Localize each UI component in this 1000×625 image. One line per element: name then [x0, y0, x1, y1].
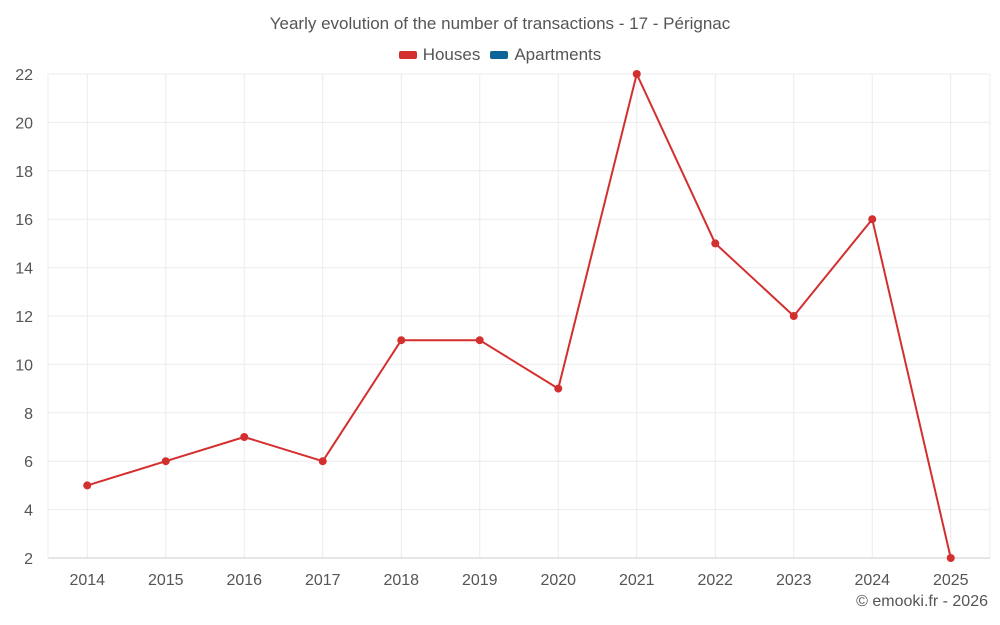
x-tick-label: 2023 — [776, 572, 812, 589]
data-point — [161, 457, 170, 466]
data-point — [397, 336, 406, 345]
y-tick-label: 8 — [24, 406, 33, 423]
y-tick-label: 6 — [24, 454, 33, 471]
data-point — [789, 312, 798, 320]
legend-item-houses[interactable]: Houses — [398, 45, 481, 65]
x-tick-label: 2017 — [305, 572, 341, 589]
chart-title: Yearly evolution of the number of transa… — [269, 14, 731, 33]
legend-swatch-apartments — [490, 51, 509, 59]
y-tick-label: 12 — [15, 309, 33, 326]
y-tick-label: 14 — [15, 261, 33, 278]
x-axis-labels: 2014 2015 2016 2017 2018 2019 2020 2021 2022 2023… — [69, 572, 968, 589]
data-point — [240, 433, 249, 441]
x-tick-label: 2020 — [540, 572, 576, 589]
legend-item-apartments[interactable]: Apartments — [490, 45, 601, 65]
y-tick-label: 18 — [15, 164, 33, 181]
data-point — [83, 481, 92, 490]
x-tick-label: 2024 — [854, 572, 890, 589]
x-tick-label: 2016 — [226, 572, 262, 589]
y-axis-labels: 2 4 6 8 10 12 14 16 18 20 22 — [15, 67, 33, 568]
legend-label-apartments: Apartments — [514, 45, 602, 64]
x-tick-label: 2022 — [697, 572, 733, 589]
legend: Houses Apartments — [0, 45, 1000, 65]
x-tick-label: 2025 — [933, 572, 969, 589]
credit: © emooki.fr - 2026 — [856, 593, 988, 610]
data-point — [554, 384, 563, 393]
y-tick-label: 4 — [24, 503, 33, 520]
y-tick-label: 10 — [15, 357, 33, 374]
series-line-houses — [86, 73, 952, 559]
legend-label-houses: Houses — [422, 45, 481, 64]
y-tick-label: 2 — [24, 551, 33, 568]
data-point — [868, 215, 877, 224]
axes — [47, 74, 991, 559]
y-tick-label: 22 — [15, 67, 33, 84]
x-tick-label: 2014 — [69, 572, 105, 589]
data-point — [318, 457, 327, 466]
data-point — [946, 554, 955, 562]
data-point — [475, 336, 484, 345]
x-tick-label: 2015 — [148, 572, 184, 589]
data-point — [711, 239, 720, 248]
grid — [48, 73, 990, 559]
series-houses — [83, 70, 955, 562]
x-tick-label: 2019 — [462, 572, 498, 589]
x-tick-label: 2021 — [619, 572, 655, 589]
x-tick-label: 2018 — [383, 572, 419, 589]
y-tick-label: 16 — [15, 212, 33, 229]
y-tick-label: 20 — [15, 115, 33, 132]
data-point — [632, 70, 641, 78]
legend-swatch-houses — [398, 51, 417, 59]
